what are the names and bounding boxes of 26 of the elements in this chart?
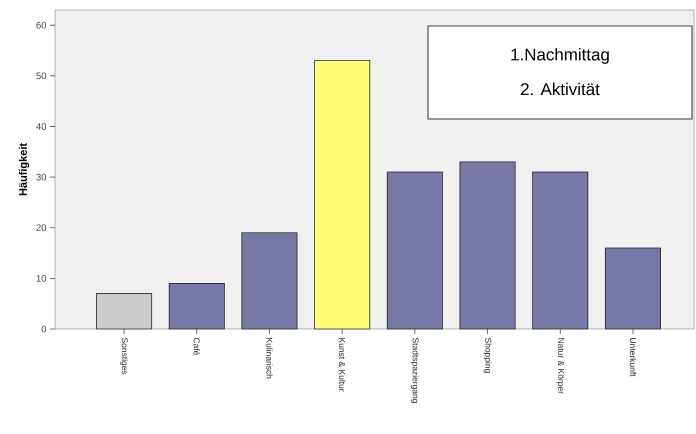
annotation: 2. Aktivität — [521, 82, 600, 96]
bar — [532, 172, 588, 330]
x-tick-label: Natur & Körper — [556, 338, 564, 394]
bar — [460, 161, 516, 330]
bar — [96, 293, 152, 330]
x-tick-label: Café — [194, 338, 200, 356]
y-tick-label: 0 — [42, 326, 46, 332]
x-tick-label: Kulinarisch — [266, 338, 273, 378]
bar — [386, 172, 443, 330]
y-tick-label: 20 — [36, 224, 46, 232]
y-axis-title: Häufigkeit — [18, 143, 30, 196]
y-tick-label: 50 — [36, 72, 46, 80]
x-tick-label: Unterkunft — [630, 338, 636, 377]
y-tick-label: 10 — [36, 275, 46, 282]
x-tick-label: Kunst & Kultur — [339, 338, 346, 392]
x-tick-label: Sonstiges — [120, 338, 128, 374]
annotation: 1.Nachmittag — [511, 48, 609, 64]
y-tick-label: 60 — [36, 22, 46, 29]
bar — [241, 232, 298, 330]
bar — [314, 60, 370, 330]
x-tick-label: Shopping — [484, 338, 492, 373]
bar — [604, 248, 661, 330]
bar — [168, 283, 225, 330]
x-tick-label: Stadtspaziergang — [410, 338, 419, 403]
y-tick-label: 30 — [36, 174, 46, 180]
y-tick-label: 40 — [36, 123, 46, 130]
